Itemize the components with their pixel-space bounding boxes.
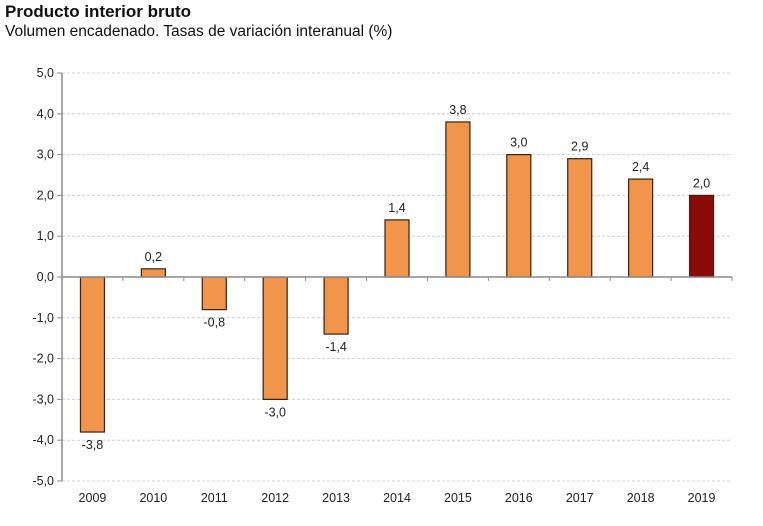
x-tick-label: 2013 [322,491,350,505]
y-tick-label: 4,0 [37,107,54,121]
x-tick-label: 2009 [79,491,107,505]
bars [79,121,715,433]
bar-2012 [262,276,288,401]
x-tick-label: 2010 [139,491,167,505]
data-label-2016: 3,0 [510,136,527,150]
bar-2014 [384,219,410,278]
bar-2018 [628,178,654,278]
chart-subtitle: Volumen encadenado. Tasas de variación i… [5,23,393,40]
bar-2017 [567,158,593,278]
data-label-2014: 1,4 [388,201,405,215]
bar-2009 [79,276,106,433]
y-tick-label: -5,0 [32,474,54,488]
y-tick-labels: 5,0 4,0 3,0 2,0 1,0 0,0 -1,0 -2,0 -3,0 -4,0 -5,0 [32,66,54,488]
data-label-2011: -0,8 [203,316,225,330]
bar-2011 [201,276,227,311]
data-label-2012: -3,0 [264,405,286,419]
y-tick-label: 2,0 [37,188,54,202]
chart-title: Producto interior bruto [5,2,192,21]
data-labels: -3,8 0,2 -0,8 -3,0 -1,4 1,4 3,8 3,0 2,9 2,4 2,0 [82,103,711,452]
x-tick-label: 2017 [566,491,594,505]
x-tick-label: 2012 [261,491,289,505]
data-label-2017: 2,9 [571,140,588,154]
x-tick-label: 2011 [201,491,228,505]
x-tick-label: 2015 [444,491,472,505]
y-tick-label: -1,0 [32,311,54,325]
data-label-2010: 0,2 [145,250,162,264]
y-tick-label: -2,0 [32,352,54,366]
data-label-2009: -3,8 [82,438,104,452]
bar-2015 [445,121,471,278]
x-tick-label: 2014 [383,491,411,505]
x-tick-label: 2019 [688,491,716,505]
data-label-2019: 2,0 [693,176,710,190]
x-tick-labels: 2009 2010 2011 2012 2013 2014 2015 2016 2017 2018… [79,491,716,505]
y-tick-label: 5,0 [37,66,54,80]
y-tick-label: -4,0 [32,433,54,447]
y-tick-label: 0,0 [37,270,54,284]
axes [57,72,733,482]
x-tick-label: 2016 [505,491,533,505]
bar-2019 [688,194,715,278]
bar-2013 [323,276,349,335]
data-label-2018: 2,4 [632,160,649,174]
bar-2016 [506,154,532,278]
y-tick-label: 1,0 [37,229,54,243]
data-label-2015: 3,8 [449,103,466,117]
data-label-2013: -1,4 [325,340,347,354]
y-tick-label: -3,0 [32,392,54,406]
x-tick-label: 2018 [627,491,655,505]
bar-2010 [140,268,166,278]
y-tick-label: 3,0 [37,148,54,162]
